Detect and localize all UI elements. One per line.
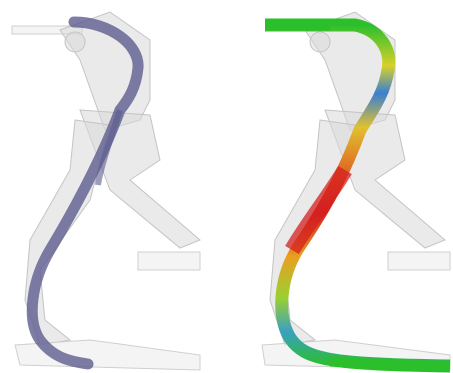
machine-left — [12, 12, 200, 370]
pivot — [310, 32, 330, 52]
stub — [138, 252, 200, 270]
pivot — [65, 32, 85, 52]
page: {} — [0, 0, 453, 373]
machine-right — [262, 12, 450, 370]
render — [0, 0, 453, 373]
stub — [388, 252, 450, 270]
tube-right-outlet — [330, 362, 450, 366]
